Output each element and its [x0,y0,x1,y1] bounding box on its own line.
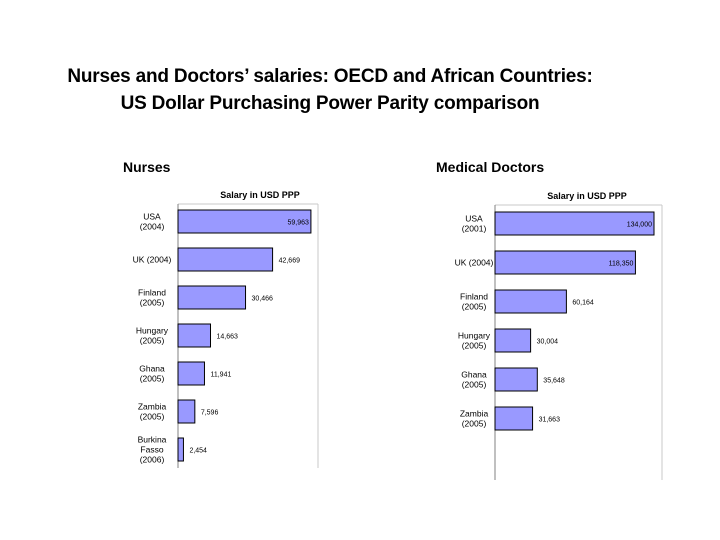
category-label: Hungary (2005) [458,331,491,351]
category-label: Ghana (2005) [139,364,165,384]
category-label: Finland (2005) [138,288,166,308]
value-label: 30,004 [537,339,559,346]
value-label: 118,350 [609,261,634,268]
value-label: 59,963 [287,220,309,227]
chart-title: Nurses [123,159,171,175]
bar [177,437,184,462]
category-label-line: Burkina [138,435,167,445]
category-label-line: UK (2004) [133,255,172,265]
chart-title: Medical Doctors [436,159,544,175]
category-label: Hungary (2005) [136,326,169,346]
axis-title: Salary in USD PPP [220,190,300,200]
value-label: 134,000 [627,222,652,229]
category-label: USA (2004) [140,212,165,232]
category-label-line: (2001) [462,224,487,234]
category-label-line: (2005) [462,302,487,312]
doctors-chart: Medical Doctors Salary in USD PPP USA (2001… [436,159,663,480]
value-label: 11,941 [210,372,231,379]
category-label: Finland (2005) [460,292,488,312]
category-label-line: (2005) [462,380,487,390]
category-label: Zambia (2005) [138,402,167,422]
category-label: UK (2004) [455,258,494,268]
nurses-chart: Nurses Salary in USD PPP USA (2004) 59,963 UK… [123,159,319,468]
category-label-line: Finland [138,288,166,298]
axis-title: Salary in USD PPP [547,191,627,201]
value-label: 35,648 [543,378,565,385]
bar [177,361,205,386]
category-label-line: Finland [460,292,488,302]
value-label: 7,596 [201,410,219,417]
category-label-line: Hungary [458,331,491,341]
value-label: 2,454 [189,448,207,455]
value-label: 14,663 [217,334,239,341]
category-label-line: Zambia [138,402,167,412]
category-label-line: (2005) [140,412,165,422]
value-label: 42,669 [279,258,301,265]
category-label-line: (2005) [462,341,487,351]
category-label-line: UK (2004) [455,258,494,268]
value-label: 60,164 [572,300,594,307]
category-label: USA (2001) [462,214,487,234]
bar [494,406,534,431]
category-label: Zambia (2005) [460,409,489,429]
category-label-line: Ghana [139,364,165,374]
category-label-line: (2005) [462,419,487,429]
bar [177,399,196,424]
category-label-line: (2005) [140,298,165,308]
category-label-line: (2005) [140,336,165,346]
slide-title-line-1: Nurses and Doctors’ salaries: OECD and A… [67,66,593,87]
category-label-line: Ghana [461,370,487,380]
value-label: 31,663 [539,417,561,424]
category-label-line: Hungary [136,326,169,336]
slide-title-line-2: US Dollar Purchasing Power Parity compar… [120,93,540,114]
category-label-line: (2005) [140,374,165,384]
bar [494,289,567,314]
bar [177,247,274,272]
category-label-line: Fasso [140,445,163,455]
bar [177,209,312,234]
value-label: 30,466 [252,296,274,303]
category-label-line: (2006) [140,455,165,465]
bar [494,328,532,353]
bar [494,367,538,392]
bar [494,211,655,236]
category-label: UK (2004) [133,255,172,265]
bar [177,285,247,310]
category-label-line: Zambia [460,409,489,419]
bar [494,250,636,275]
category-label-line: USA [143,212,161,222]
bar [177,323,212,348]
category-label-line: (2004) [140,222,165,232]
category-label: Ghana (2005) [461,370,487,390]
category-label: Burkina Fasso (2006) [138,435,167,465]
category-label-line: USA [465,214,483,224]
